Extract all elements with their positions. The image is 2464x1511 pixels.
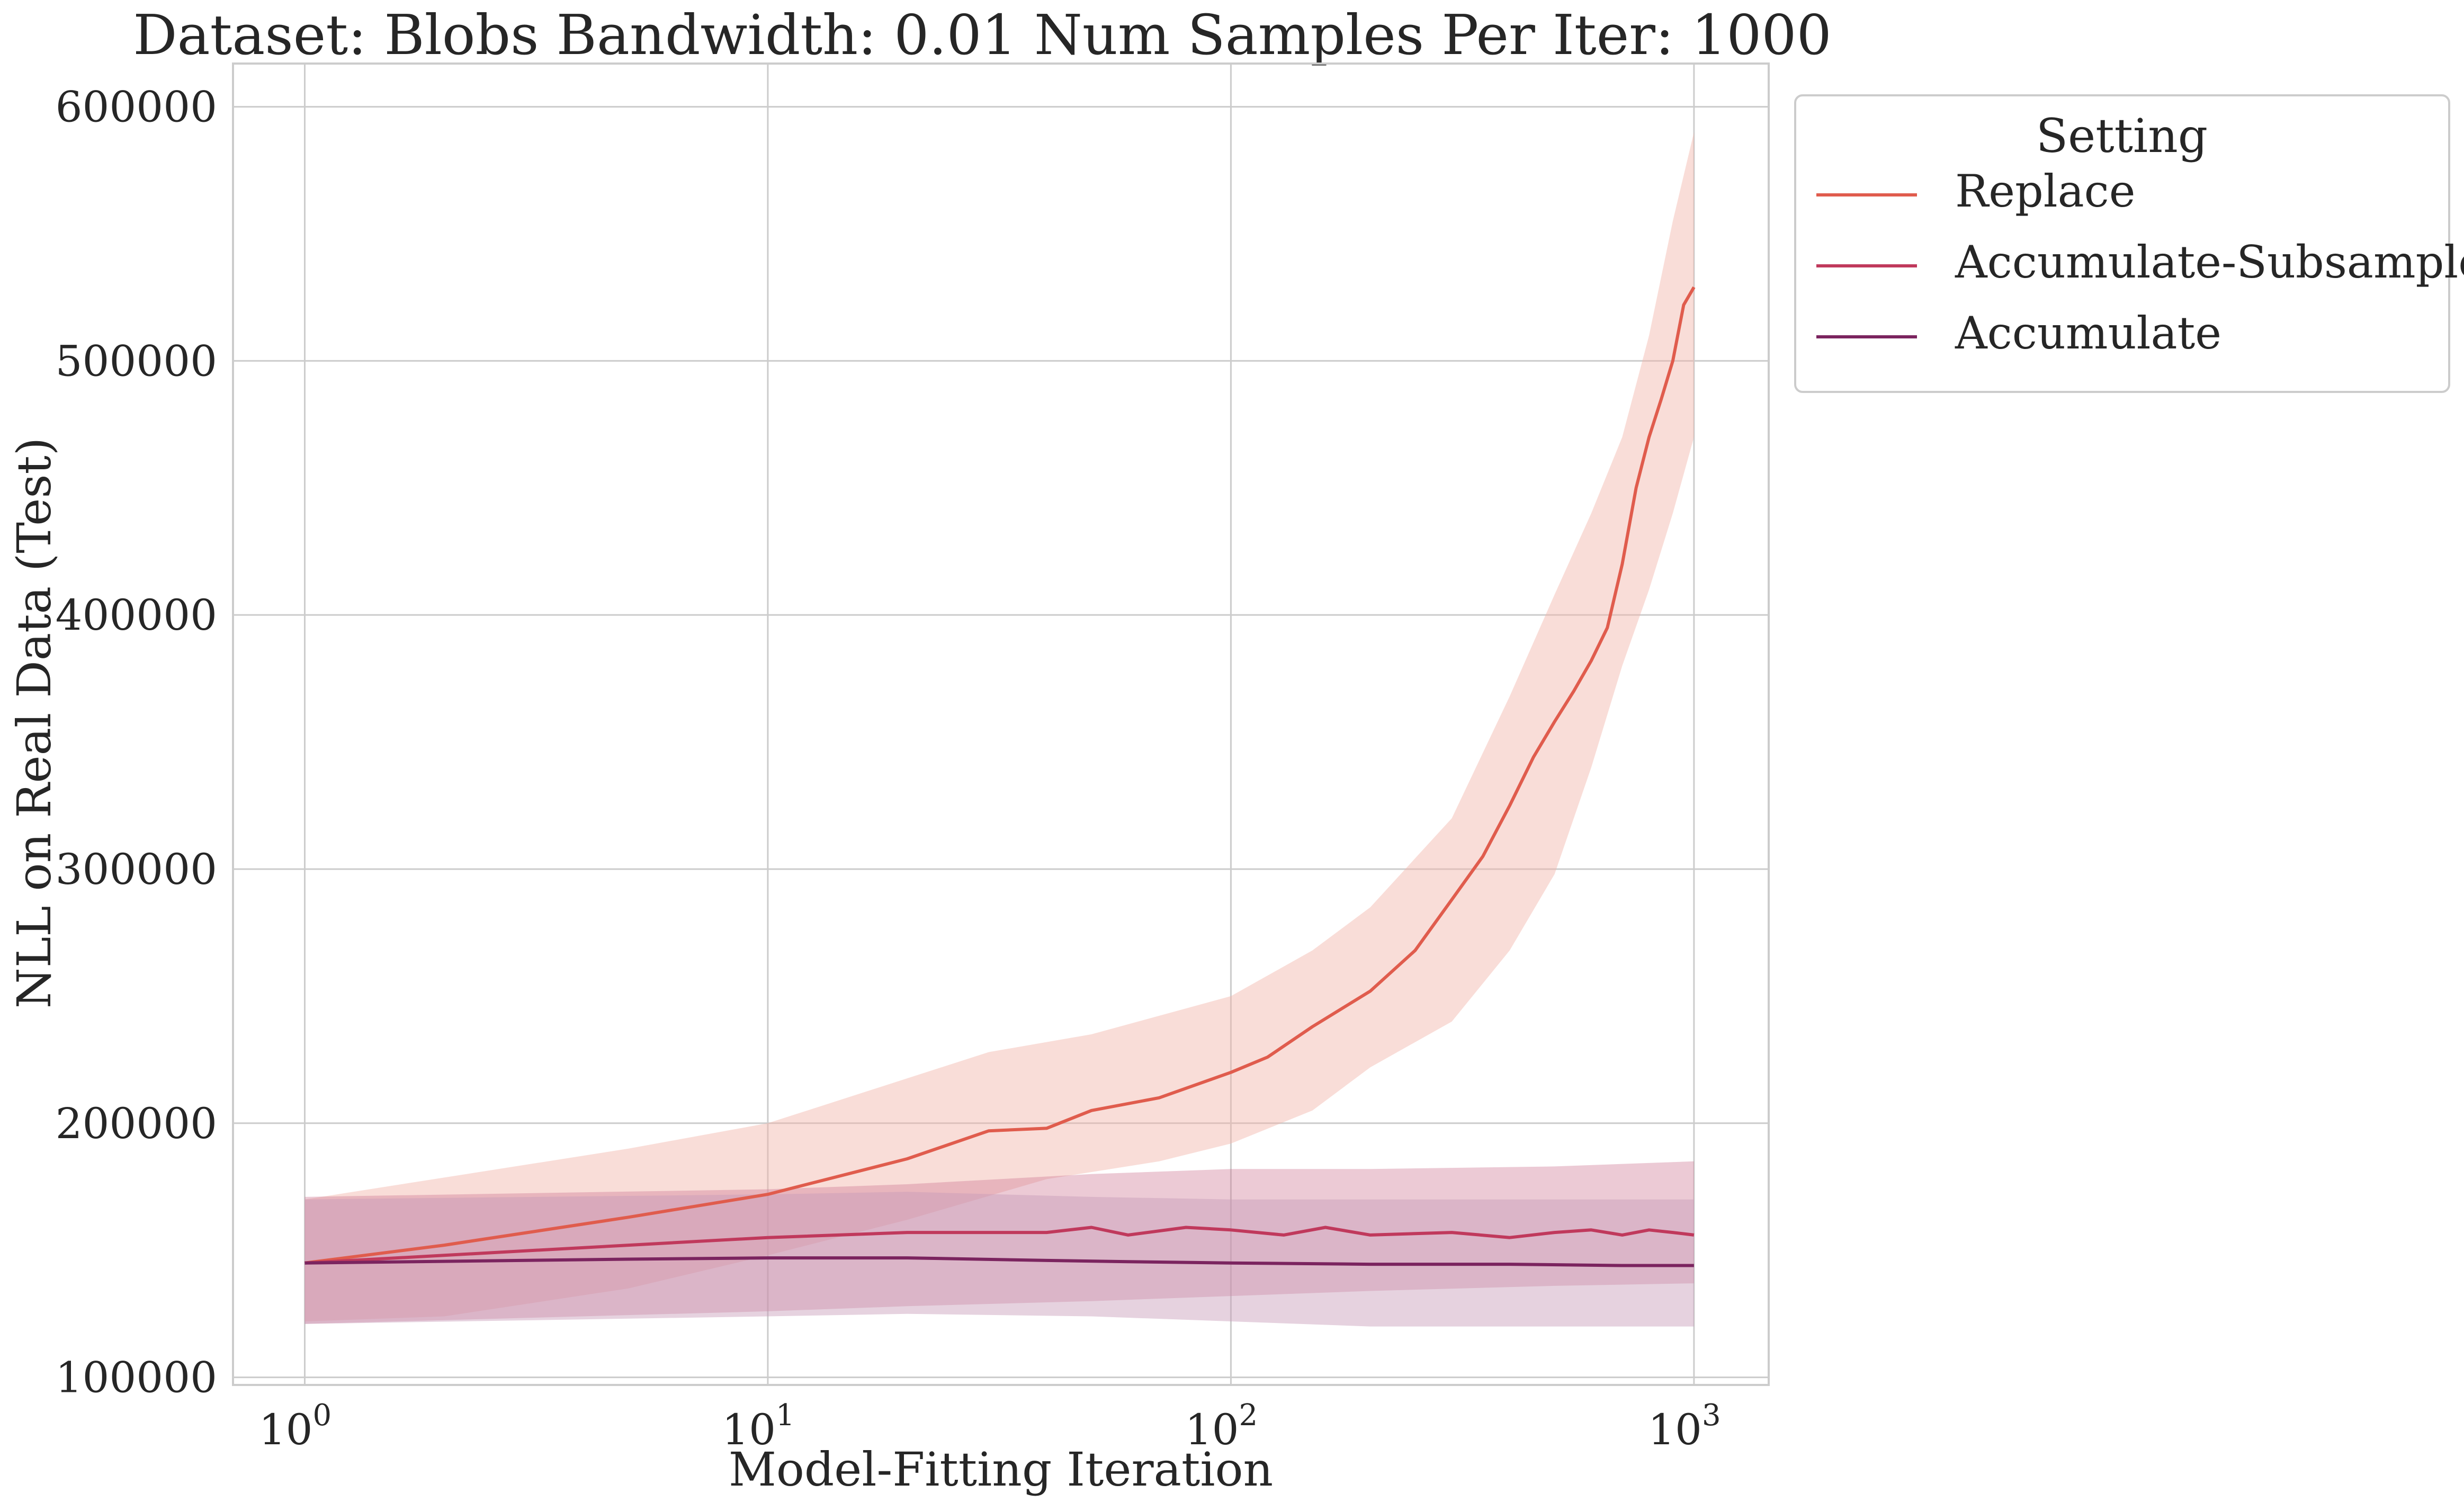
y-tick-label: 500000: [56, 336, 217, 386]
series-lines: [304, 286, 1696, 1267]
legend-box: [1794, 94, 2450, 393]
legend-entry: Accumulate: [1955, 307, 2221, 359]
legend-entry: Accumulate-Subsample: [1955, 236, 2464, 288]
grid-lines: [233, 64, 1769, 1385]
legend-entry: Replace: [1955, 165, 2135, 217]
x-tick-label: 103: [1648, 1398, 1721, 1454]
x-tick-label: 101: [722, 1398, 794, 1454]
series-line: [304, 286, 1696, 1265]
plot-frame: [232, 62, 1770, 1386]
series-line: [304, 1226, 1695, 1265]
series-line: [304, 1256, 1694, 1267]
x-axis-label: Model-Fitting Iteration: [729, 1442, 1273, 1497]
legend-title: Setting: [2036, 109, 2208, 163]
confidence-band: [304, 1161, 1694, 1324]
y-tick-labels: 100000 200000 300000 400000 500000 600000: [56, 83, 217, 1402]
legend: Setting Replace Accumulate-Subsample Accum…: [1794, 94, 2464, 393]
chart-title: Dataset: Blobs Bandwidth: 0.01 Num Sampl…: [133, 3, 1832, 67]
y-tick-label: 100000: [56, 1353, 217, 1402]
y-tick-label: 300000: [56, 845, 217, 894]
x-tick-label: 100: [259, 1398, 331, 1454]
confidence-band: [304, 132, 1694, 1321]
x-tick-labels: 100 101 102 103: [259, 1398, 1721, 1454]
y-tick-label: 600000: [56, 83, 217, 132]
y-tick-label: 200000: [56, 1099, 217, 1148]
y-tick-label: 400000: [56, 591, 217, 640]
x-tick-label: 102: [1185, 1398, 1258, 1454]
y-axis-label: NLL on Real Data (Test): [7, 437, 61, 1008]
confidence-bands: [304, 132, 1694, 1327]
